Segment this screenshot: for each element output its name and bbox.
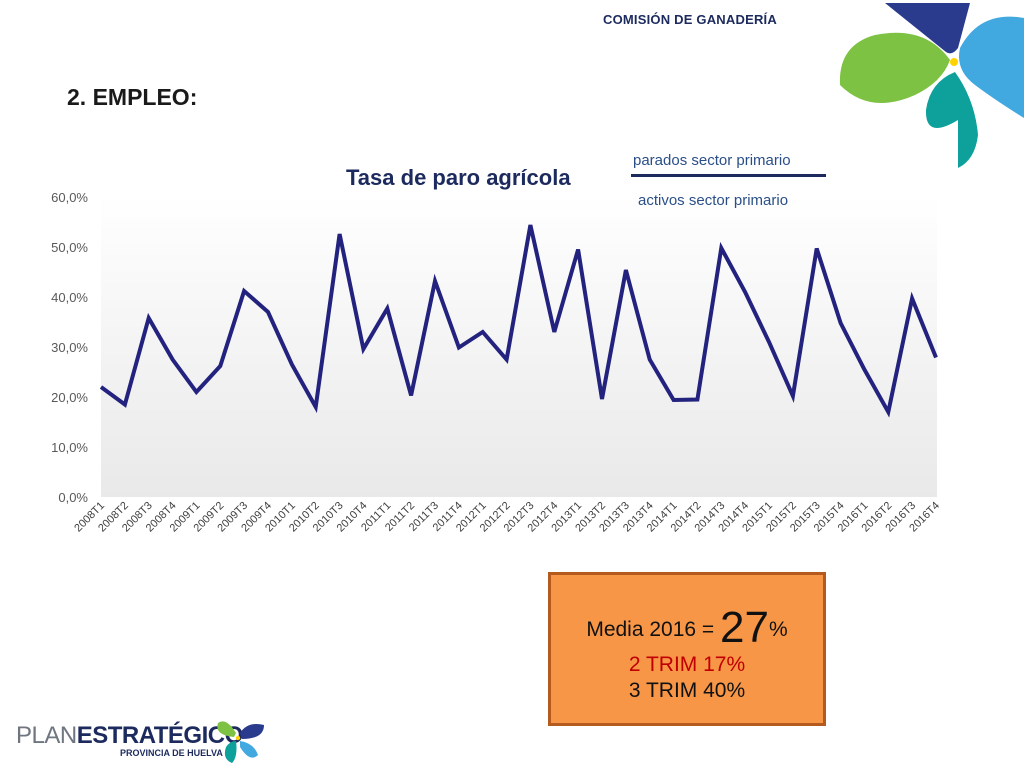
logo-subtitle: PROVINCIA DE HUELVA — [120, 748, 223, 758]
y-tick-label: 20,0% — [51, 390, 88, 405]
logo-estrategico-text: ESTRATÉGICO — [76, 722, 244, 749]
series-line — [99, 224, 938, 418]
chart-title: Tasa de paro agrícola — [346, 165, 571, 190]
fraction-bar — [631, 174, 826, 177]
media-unit: % — [768, 618, 788, 641]
plot-area — [101, 195, 937, 497]
trim2-line: 2 TRIM 17% — [628, 653, 746, 676]
y-tick-label: 40,0% — [51, 290, 88, 305]
y-tick-label: 60,0% — [51, 190, 88, 205]
media-value: 27 — [720, 603, 769, 652]
formula-denominator: activos sector primario — [638, 192, 789, 209]
trim3-line: 3 TRIM 40% — [628, 679, 746, 702]
small-flower-icon — [217, 721, 264, 763]
section-heading: 2. EMPLEO: — [67, 84, 198, 110]
formula-numerator: parados sector primario — [633, 152, 791, 169]
y-tick-label: 10,0% — [51, 440, 88, 455]
media-label: Media 2016 = — [586, 618, 721, 641]
y-tick-label: 0,0% — [58, 490, 88, 505]
corner-flower-logo — [839, 3, 1024, 168]
y-tick-label: 50,0% — [51, 240, 88, 255]
logo-plan-text: PLAN — [16, 722, 77, 749]
media-summary-box: Media 2016 = 27% 2 TRIM 17% 3 TRIM 40% — [548, 572, 826, 726]
commission-title: COMISIÓN DE GANADERÍA — [603, 12, 777, 27]
plan-estrategico-logo: PLANESTRATÉGICO — [16, 722, 243, 750]
media-2016-line: Media 2016 = 27% — [551, 603, 823, 653]
y-tick-label: 30,0% — [51, 340, 88, 355]
